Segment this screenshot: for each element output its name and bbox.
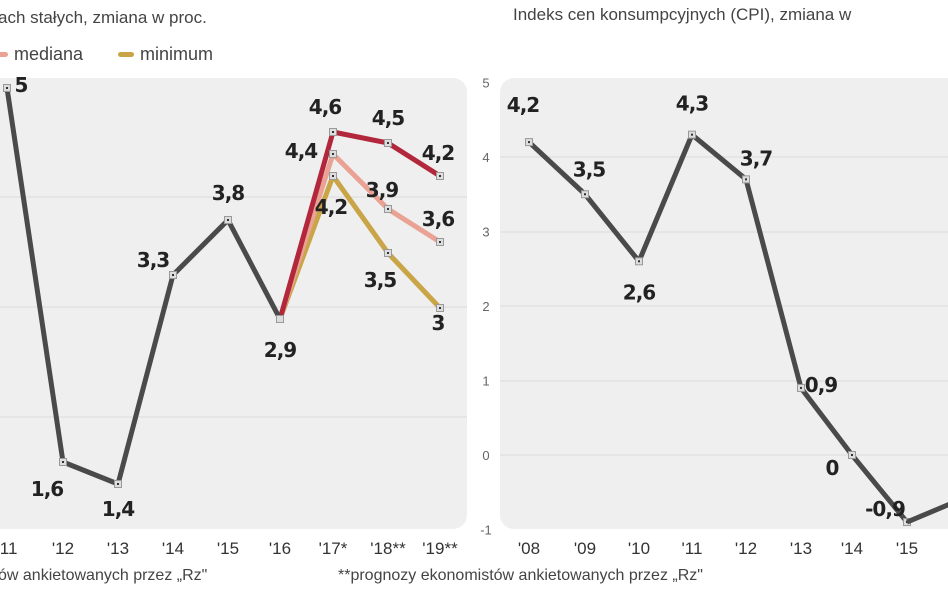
data-point-center — [6, 87, 8, 89]
data-label: 2,6 — [623, 280, 656, 304]
data-point-center — [172, 274, 174, 276]
x-tick-label: '11 — [682, 539, 703, 558]
series-line-mediana — [277, 151, 443, 322]
series-line-series-0 — [4, 85, 283, 487]
data-label: 1,4 — [102, 497, 135, 521]
legend-label: mediana — [14, 44, 84, 64]
y-tick-label: 1 — [482, 374, 489, 389]
data-label: 3,5 — [364, 268, 397, 292]
legend-swatch-mediana — [0, 52, 8, 57]
data-point-center — [528, 141, 530, 144]
left-plot-area — [0, 78, 467, 529]
data-label: 0 — [826, 456, 839, 480]
legend-item-mediana: mediana — [0, 44, 83, 65]
left-chart-title: ach stałych, zmiana w proc. — [0, 8, 207, 27]
y-tick-label: 2 — [482, 299, 489, 314]
series-line-minimum — [277, 173, 443, 322]
data-label: 3 — [432, 311, 445, 335]
data-label: 3,7 — [740, 146, 773, 170]
data-label: 2,9 — [264, 338, 297, 362]
x-tick-label: '15 — [896, 539, 918, 558]
data-label: 3,9 — [366, 178, 399, 202]
data-label: 4,2 — [507, 93, 540, 117]
x-tick-label: '09 — [574, 539, 596, 558]
data-label: 5 — [15, 73, 28, 97]
data-label: -0,9 — [865, 497, 905, 521]
x-tick-label: '16 — [269, 539, 291, 558]
series-line-series-0 — [526, 132, 910, 525]
y-tick-label: 3 — [482, 225, 489, 240]
data-point-center — [745, 178, 747, 181]
data-point-center — [439, 307, 441, 309]
data-point-center — [332, 175, 334, 177]
x-tick-label: '14 — [841, 539, 863, 558]
data-label: 1,6 — [31, 477, 64, 501]
x-tick-label: '11 — [0, 539, 17, 558]
legend-label: minimum — [140, 44, 214, 64]
x-tick-label: '18** — [370, 539, 406, 558]
y-tick-label: -1 — [480, 523, 492, 538]
data-point-center — [332, 131, 334, 133]
data-point-center — [439, 175, 441, 177]
x-tick-label: '10 — [628, 539, 650, 558]
data-point-center — [62, 461, 64, 463]
data-point-center — [691, 133, 693, 136]
data-label: 3,8 — [212, 181, 245, 205]
data-point-center — [387, 252, 389, 254]
right-chart-title: Indeks cen konsumpcyjnych (CPI), zmiana … — [513, 5, 852, 24]
data-point-center — [439, 241, 441, 243]
data-label: 4,2 — [422, 141, 455, 165]
legend-swatch-minimum — [118, 52, 134, 57]
x-tick-label: '13 — [790, 539, 812, 558]
x-tick-label: '13 — [107, 539, 129, 558]
data-point-center — [227, 219, 229, 221]
data-point-center — [387, 208, 389, 210]
legend-item-minimum: minimum — [118, 44, 213, 65]
x-tick-label: '19** — [422, 539, 458, 558]
data-point-center — [387, 142, 389, 144]
data-label: 4,5 — [372, 106, 405, 130]
data-point-center — [332, 153, 334, 155]
x-tick-label: '17* — [319, 539, 348, 558]
x-tick-label: '15 — [217, 539, 239, 558]
footnote-left: ów ankietowanych przez „Rz" — [0, 567, 208, 584]
data-point-center — [851, 454, 853, 456]
x-tick-label: '12 — [52, 539, 74, 558]
data-point-center — [800, 386, 802, 389]
data-label: 0,9 — [805, 373, 838, 397]
x-tick-label: '14 — [162, 539, 184, 558]
data-label: 3,5 — [573, 157, 606, 181]
data-label: 3,6 — [422, 207, 455, 231]
y-tick-label: 5 — [482, 76, 489, 91]
data-point-center — [584, 193, 586, 196]
series-line-continuation — [906, 502, 948, 525]
right-plot-area — [500, 78, 948, 529]
data-label: 4,6 — [309, 95, 342, 119]
data-point-center — [117, 483, 119, 485]
series-line-series-1 — [277, 129, 443, 322]
data-point — [276, 315, 284, 323]
data-label: 4,2 — [315, 195, 348, 219]
data-point-center — [638, 260, 640, 263]
y-tick-label: 0 — [482, 448, 489, 463]
x-tick-label: '08 — [518, 539, 540, 558]
data-label: 3,3 — [137, 248, 170, 272]
y-tick-label: 4 — [482, 150, 489, 165]
data-label: 4,4 — [285, 139, 318, 163]
x-tick-label: '12 — [735, 539, 757, 558]
data-label: 4,3 — [676, 92, 709, 116]
footnote-right: **prognozy ekonomistów ankietowanych prz… — [338, 567, 703, 584]
